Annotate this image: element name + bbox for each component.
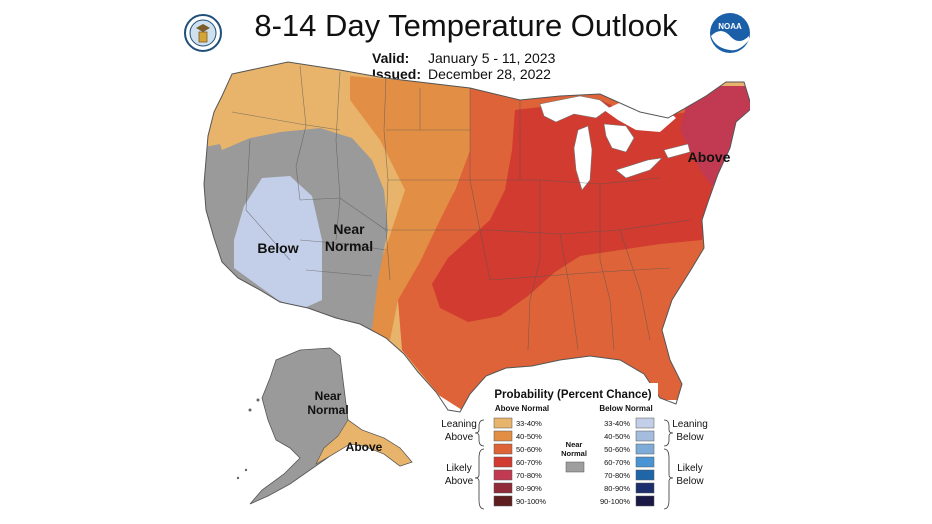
noaa-logo-text: NOAA: [718, 22, 742, 31]
lake-erie: [615, 157, 663, 179]
above-range-label-4: 70-80%: [516, 471, 542, 480]
above-range-label-6: 90-100%: [516, 497, 546, 506]
below-swatch-group: 33-40% 40-50% 50-60% 60-70% 70-80% 80-90% 90-1…: [600, 417, 655, 507]
legend-near-line2: Normal: [561, 449, 587, 458]
legend-likely-below-2: Below: [676, 476, 704, 487]
label-alaska-near-line1: Near: [315, 389, 342, 403]
below-swatch-4: [635, 469, 655, 481]
legend-likely-above-1: Likely: [446, 463, 472, 474]
outlook-map: Below Near Normal Above Near Normal Abov…: [203, 61, 750, 505]
above-swatch-0: [493, 417, 513, 429]
legend-below-header: Below Normal: [599, 404, 652, 413]
below-range-label-2: 50-60%: [604, 445, 630, 454]
conus-outline: [203, 61, 750, 413]
alaska-above-area: [315, 419, 413, 467]
below-range-label-3: 60-70%: [604, 458, 630, 467]
legend-background: [488, 383, 658, 517]
label-near-line2: Normal: [325, 238, 373, 254]
lake-ontario: [663, 143, 691, 159]
region-60-70-above: [432, 100, 714, 322]
lake-huron: [603, 123, 635, 153]
issued-value: December 28, 2022: [428, 66, 551, 82]
above-swatch-4: [493, 469, 513, 481]
brace-leaning-above: [474, 419, 485, 447]
state-borders: [231, 65, 691, 351]
below-swatch-3: [635, 456, 655, 468]
above-swatch-1: [493, 430, 513, 442]
brace-likely-above: [474, 448, 485, 510]
below-range-label-5: 80-90%: [604, 484, 630, 493]
legend-leaning-above-2: Above: [445, 432, 474, 443]
legend-above-header: Above Normal: [495, 404, 549, 413]
legend: Probability (Percent Chance) Above Norma…: [441, 383, 708, 517]
canada-water: [604, 98, 676, 132]
label-near-line1: Near: [333, 221, 365, 237]
below-range-label-4: 70-80%: [604, 471, 630, 480]
below-swatch-2: [635, 443, 655, 455]
above-range-label-1: 40-50%: [516, 432, 542, 441]
region-northwest-33-40: [204, 62, 372, 150]
above-range-label-0: 33-40%: [516, 419, 542, 428]
legend-near-swatch: [565, 461, 585, 473]
valid-label: Valid:: [372, 50, 410, 66]
label-alaska-near-line2: Normal: [307, 403, 348, 417]
alaska: [236, 347, 413, 505]
above-range-label-5: 80-90%: [516, 484, 542, 493]
commerce-seal-logo: [184, 14, 222, 52]
below-range-label-0: 33-40%: [604, 419, 630, 428]
legend-leaning-above-1: Leaning: [441, 419, 477, 430]
above-swatch-group: 33-40% 40-50% 50-60% 60-70% 70-80% 80-90% 90-1…: [493, 417, 546, 507]
great-lakes: [539, 95, 691, 191]
legend-near-line1: Near: [566, 440, 583, 449]
lake-michigan: [573, 125, 593, 191]
above-swatch-2: [493, 443, 513, 455]
region-40-50-above: [350, 76, 470, 340]
legend-leaning-below-1: Leaning: [672, 419, 708, 430]
legend-title: Probability (Percent Chance): [494, 389, 651, 401]
legend-likely-above-2: Above: [445, 476, 474, 487]
valid-value: January 5 - 11, 2023: [428, 50, 556, 66]
below-swatch-5: [635, 482, 655, 494]
brace-leaning-below: [663, 419, 674, 447]
below-swatch-1: [635, 430, 655, 442]
above-range-label-3: 60-70%: [516, 458, 542, 467]
above-swatch-3: [493, 456, 513, 468]
label-alaska-above: Above: [346, 440, 383, 454]
legend-likely-below-1: Likely: [677, 463, 703, 474]
legend-leaning-below-2: Below: [676, 432, 704, 443]
alaska-near-normal-area: [249, 347, 413, 505]
page-title: 8-14 Day Temperature Outlook: [254, 8, 678, 43]
below-range-label-6: 90-100%: [600, 497, 630, 506]
label-above: Above: [688, 149, 731, 165]
lake-superior: [539, 95, 611, 123]
below-swatch-0: [635, 417, 655, 429]
above-swatch-5: [493, 482, 513, 494]
region-leaning-below: [234, 176, 322, 310]
brace-likely-below: [663, 448, 674, 510]
above-range-label-2: 50-60%: [516, 445, 542, 454]
noaa-logo: NOAA: [710, 13, 750, 53]
below-range-label-1: 40-50%: [604, 432, 630, 441]
below-swatch-6: [635, 495, 655, 507]
above-swatch-6: [493, 495, 513, 507]
label-below: Below: [257, 240, 298, 256]
